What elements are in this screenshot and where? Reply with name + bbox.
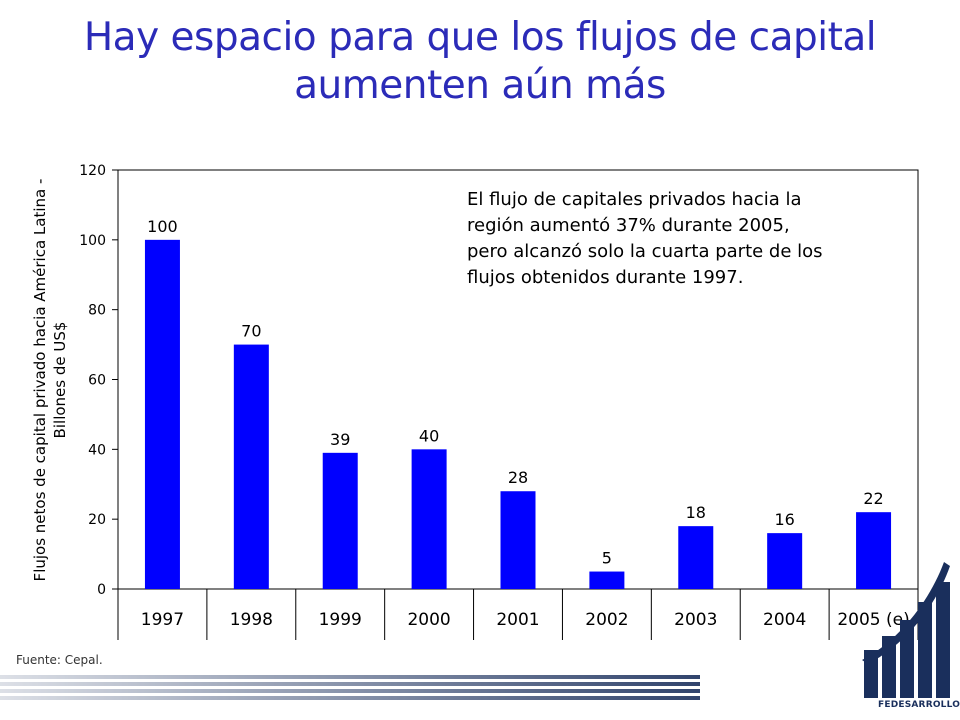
x-tick-label: 2000 — [407, 610, 450, 630]
x-tick-label: 1999 — [319, 610, 362, 630]
x-tick-label: 2002 — [585, 610, 628, 630]
bar — [144, 239, 180, 590]
annotation-line-2: región aumentó 37% durante 2005, — [467, 215, 790, 236]
data-label: 70 — [241, 322, 261, 341]
x-tick-label: 2004 — [763, 610, 806, 630]
title-line-2: aumenten aún más — [294, 63, 666, 108]
band-stripe-1 — [0, 675, 700, 679]
y-tick-label: 100 — [79, 233, 106, 249]
x-tick-label: 2005 (e) — [837, 610, 909, 630]
y-axis-label-area: Flujos netos de capital privado hacia Am… — [10, 160, 90, 600]
data-label: 22 — [863, 489, 883, 508]
y-axis-label-line-1: Flujos netos de capital privado hacia Am… — [31, 178, 49, 582]
y-tick-label: 80 — [88, 303, 106, 319]
band-stripe-4 — [0, 696, 700, 700]
source-note: Fuente: Cepal. — [16, 653, 103, 667]
slide-title: Hay espacio para que los flujos de capit… — [40, 14, 920, 110]
bar — [500, 491, 536, 589]
y-axis-label-line-2: Billones de US$ — [51, 321, 69, 439]
y-tick-label: 60 — [88, 373, 106, 389]
annotation-line-4: flujos obtenidos durante 1997. — [467, 267, 744, 288]
bottom-band — [0, 675, 700, 700]
x-tick-label: 1997 — [141, 610, 184, 630]
data-label: 39 — [330, 430, 350, 449]
y-tick-label: 0 — [97, 582, 106, 598]
bar — [678, 526, 714, 589]
y-tick-label: 120 — [79, 163, 106, 179]
bar — [856, 512, 892, 589]
x-tick-label: 1998 — [230, 610, 273, 630]
data-label: 5 — [602, 549, 612, 568]
data-label: 16 — [774, 510, 794, 529]
y-tick-label: 40 — [88, 442, 106, 458]
bar — [322, 452, 358, 589]
chart-annotation: El flujo de capitales privados hacia la … — [467, 187, 897, 291]
data-label: 40 — [419, 426, 439, 445]
data-label: 18 — [686, 503, 706, 522]
x-tick-label: 2003 — [674, 610, 717, 630]
annotation-line-3: pero alcanzó solo la cuarta parte de los — [467, 241, 823, 262]
bar — [411, 449, 447, 589]
band-stripe-3 — [0, 689, 700, 693]
data-label: 100 — [147, 217, 178, 236]
bar — [589, 571, 625, 589]
logo-text: FEDESARROLLO — [878, 700, 960, 710]
bar — [767, 533, 803, 589]
fedesarrollo-logo-icon — [862, 562, 950, 698]
y-tick-label: 20 — [88, 512, 106, 528]
title-line-1: Hay espacio para que los flujos de capit… — [83, 15, 877, 60]
bar — [233, 344, 269, 589]
y-axis-label: Flujos netos de capital privado hacia Am… — [30, 160, 70, 600]
data-label: 28 — [508, 468, 528, 487]
annotation-line-1: El flujo de capitales privados hacia la — [467, 189, 802, 210]
x-tick-label: 2001 — [496, 610, 539, 630]
band-stripe-2 — [0, 682, 700, 686]
